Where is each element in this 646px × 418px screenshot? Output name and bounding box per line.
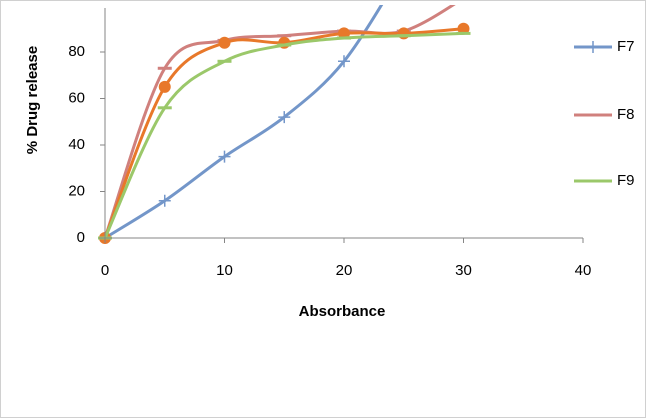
point [158,194,171,207]
legend-marker [587,41,599,53]
x-tick-label: 10 [216,262,233,279]
point [218,150,231,163]
y-tick-label: 20 [68,182,85,199]
y-tick-label: 40 [68,136,85,153]
point [338,55,350,68]
x-axis-label: Absorbance [299,303,386,320]
y-tick-label: 60 [68,89,85,106]
point [218,36,231,49]
point [397,27,410,40]
y-tick-label: 0 [77,229,85,246]
y-axis-label: % Drug release [24,46,41,154]
x-tick-label: 30 [455,262,472,279]
point [457,22,470,35]
y-tick-label: 80 [68,43,85,60]
point [278,111,291,124]
series-line [104,5,384,240]
legend-label: F7 [617,38,635,55]
legend-label: F8 [617,106,635,123]
x-tick-label: 40 [575,262,592,279]
x-tick-label: 0 [101,262,109,279]
point [158,80,171,93]
x-tick-label: 20 [336,262,353,279]
legend-label: F9 [617,172,635,189]
